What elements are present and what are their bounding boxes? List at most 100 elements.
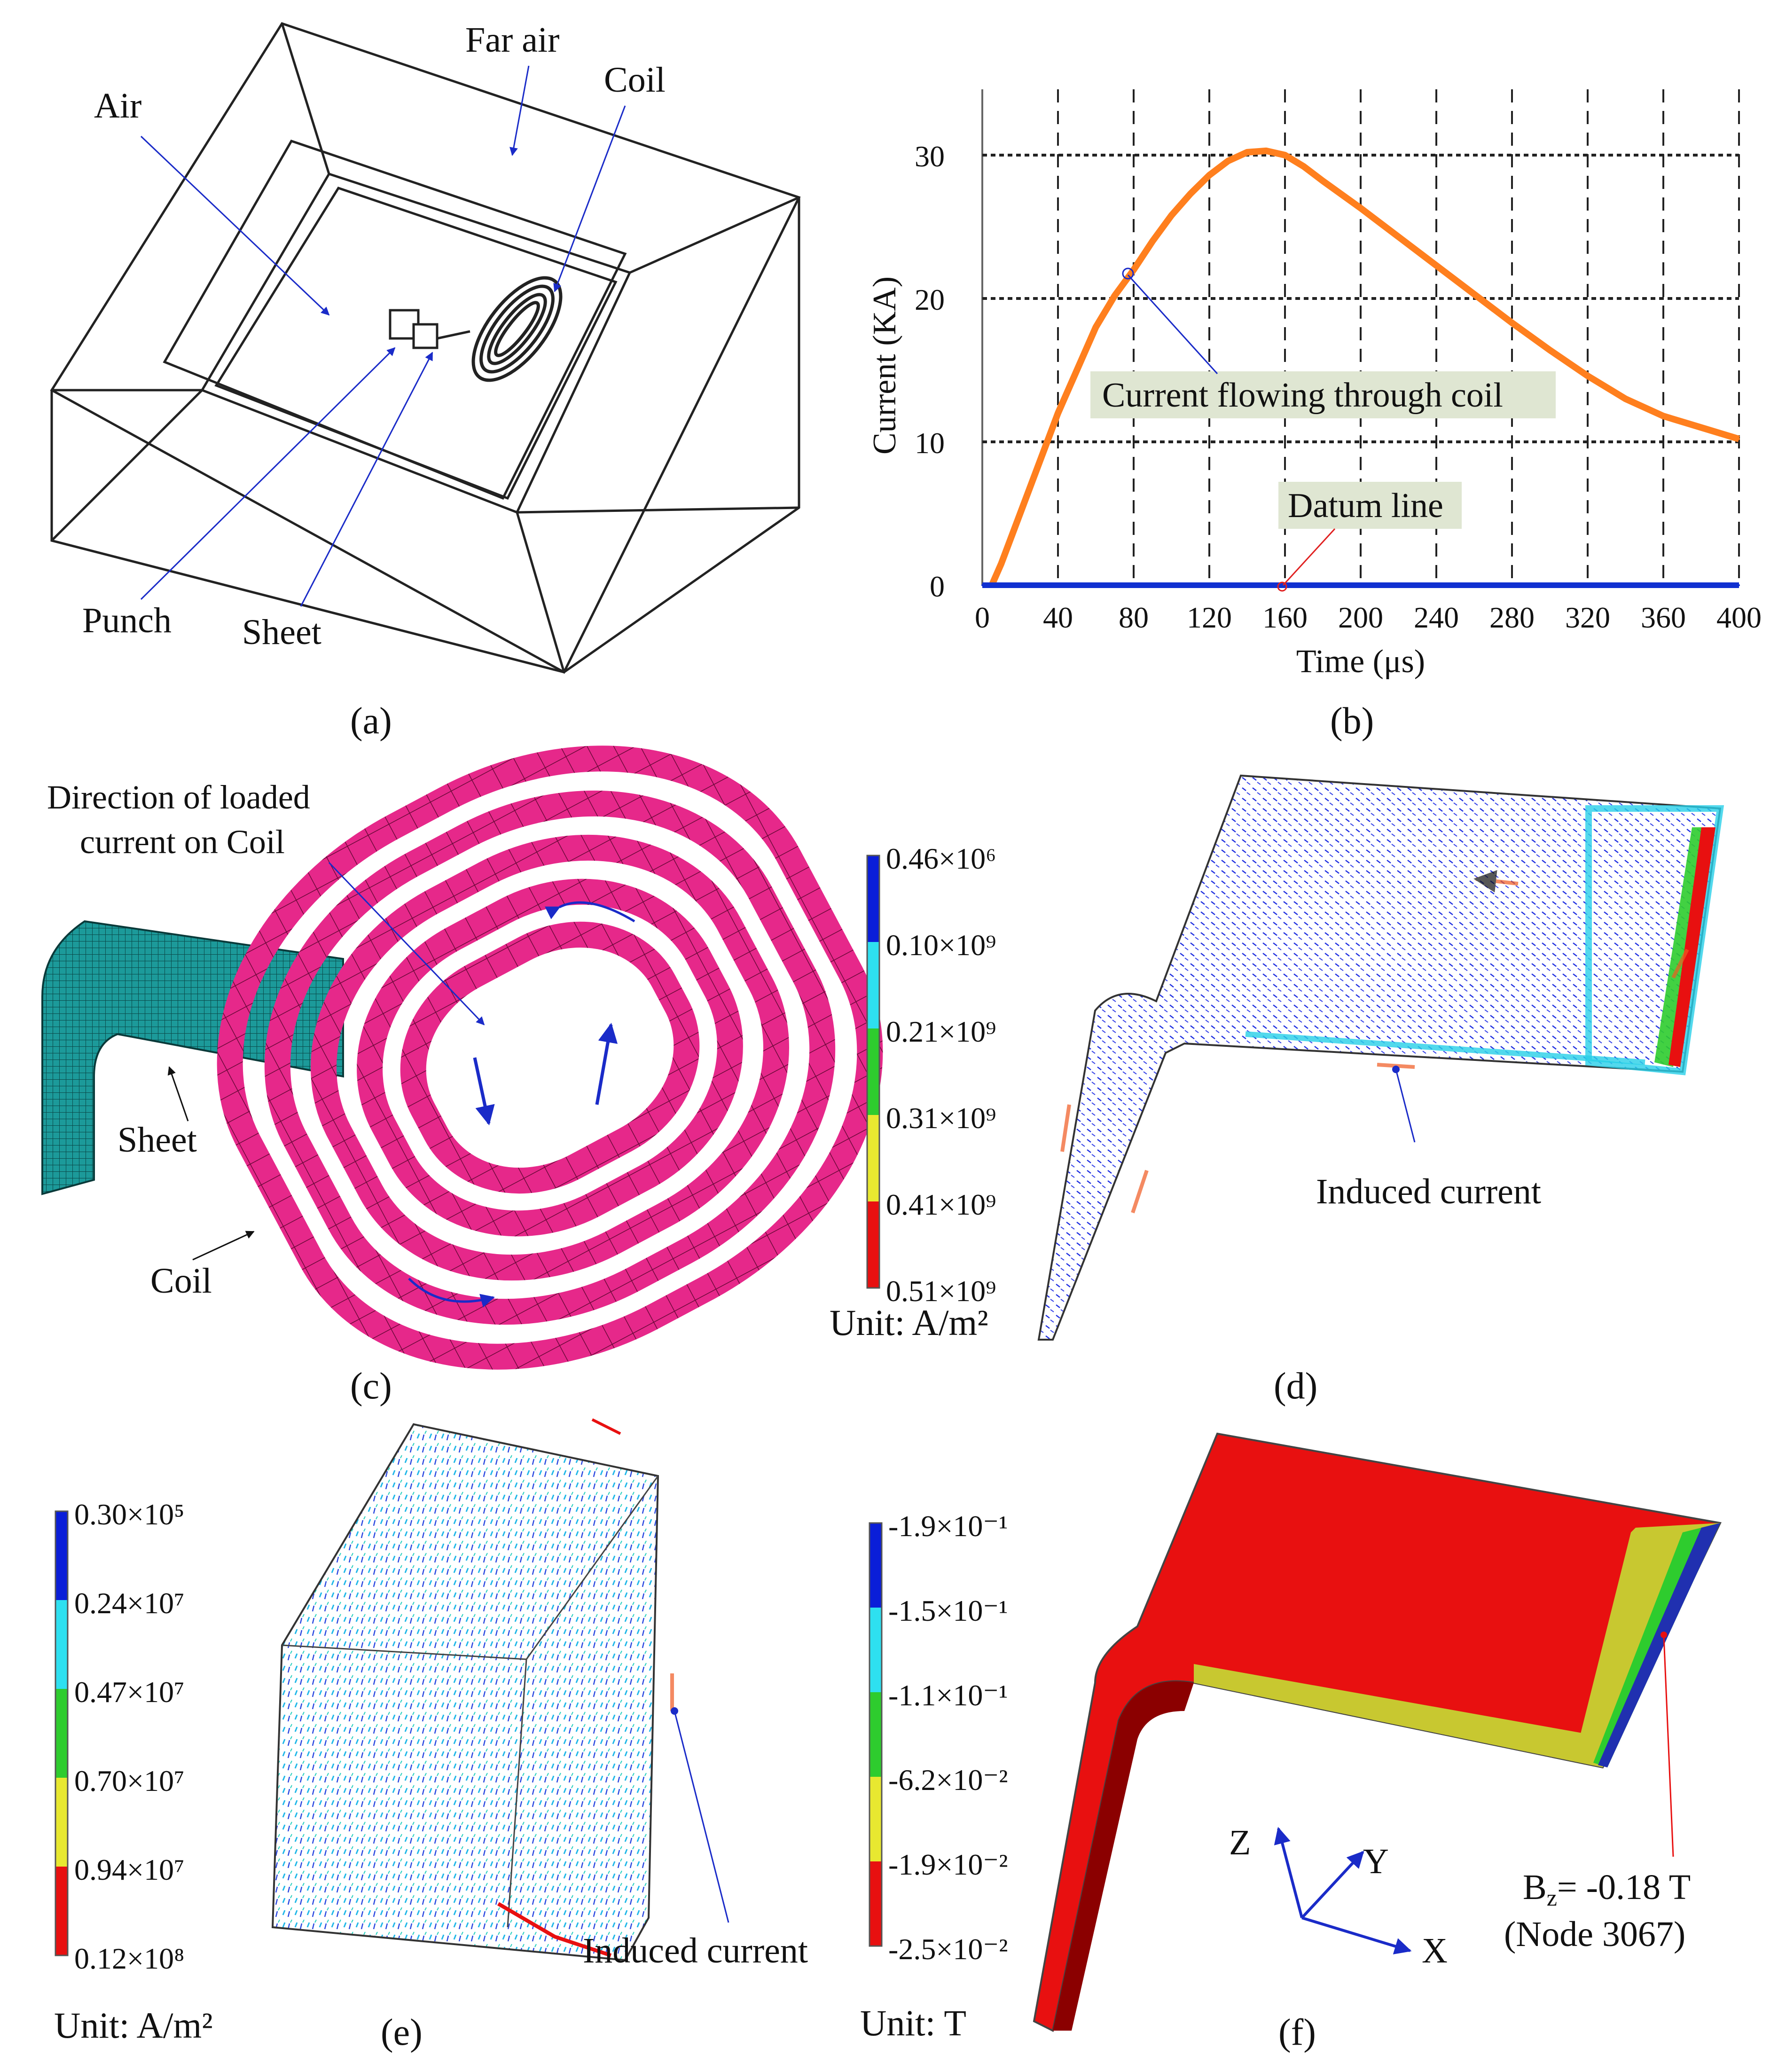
data-point [1700, 426, 1702, 429]
legend-label: -1.9×10⁻² [888, 1848, 1008, 1881]
legend-label: 0.51×10⁹ [886, 1274, 996, 1308]
data-point [1227, 160, 1230, 162]
y-tick-label: 0 [930, 570, 945, 603]
label-punch: Punch [82, 601, 172, 640]
legend-f: -1.9×10⁻¹ -1.5×10⁻¹ -1.1×10⁻¹ -6.2×10⁻² -1.9… [869, 1509, 1008, 1966]
sheet-current-field [1037, 774, 1722, 1341]
label-node: (Node 3067) [1504, 1915, 1685, 1954]
x-tick-label: 40 [1043, 601, 1073, 634]
data-point [1208, 174, 1210, 176]
legend-color-band [870, 1523, 882, 1608]
data-point [1473, 293, 1475, 295]
legend-color-band [867, 1028, 879, 1115]
legend-color-band [870, 1777, 882, 1861]
legend-label: -6.2×10⁻² [888, 1763, 1008, 1797]
label-coil-c: Coil [150, 1261, 212, 1301]
series-line [988, 147, 1740, 587]
label-induced-d: Induced current [1316, 1172, 1541, 1211]
air-box-top [163, 139, 627, 500]
data-point [1587, 375, 1589, 377]
label-far-air: Far air [465, 20, 559, 60]
legend-color-band [55, 1778, 68, 1867]
legend-label: 0.21×10⁹ [886, 1015, 996, 1048]
data-point [1511, 322, 1513, 324]
x-tick-label: 360 [1641, 601, 1686, 634]
panel-a-callouts: Far air Coil Air Punch Sheet (a) [82, 20, 666, 742]
data-point [1303, 165, 1305, 168]
legend-frame [55, 1510, 69, 1956]
coil-shape [471, 276, 563, 382]
label-direction-1: Direction of loaded [47, 778, 310, 816]
panel-b-annotations: Current flowing through coil Datum line … [1090, 267, 1556, 742]
data-point [1435, 264, 1437, 267]
punch-current-field [271, 1423, 659, 1962]
label-direction-2: current on Coil [80, 823, 285, 861]
label-induced-e: Induced current [583, 1931, 808, 1970]
legend-label: 0.10×10⁹ [886, 928, 996, 962]
unit-e: Unit: A/m² [54, 2005, 213, 2046]
panel-c-label: (c) [350, 1366, 392, 1407]
data-point [1170, 214, 1173, 217]
panel-c: Direction of loaded current on Coil Shee… [41, 746, 883, 1407]
label-sheet-a: Sheet [242, 612, 321, 652]
x-tick-label: 400 [1716, 601, 1762, 634]
legend-label: 0.31×10⁹ [886, 1101, 996, 1135]
data-point [1284, 154, 1286, 156]
y-tick-label: 30 [915, 140, 945, 173]
x-tick-label: 320 [1565, 601, 1610, 634]
data-point [1113, 294, 1116, 297]
legend-label: 0.30×10⁵ [74, 1498, 184, 1531]
legend-color-band [870, 1608, 882, 1692]
panel-d-label: (d) [1274, 1366, 1317, 1407]
panel-a-label: (a) [350, 700, 392, 742]
legend-label: 0.41×10⁹ [886, 1188, 996, 1221]
data-point [1000, 563, 1003, 565]
legend-color-band [55, 1511, 68, 1600]
legend-label: -2.5×10⁻² [888, 1932, 1008, 1966]
legend-frame [866, 855, 880, 1289]
legend-label: 0.46×10⁶ [886, 842, 996, 875]
panel-f-label: (f) [1278, 2012, 1316, 2053]
data-point [1076, 369, 1078, 371]
legend-label: 0.70×10⁷ [74, 1764, 184, 1797]
data-point [1738, 438, 1740, 440]
legend-label: 0.94×10⁷ [74, 1853, 184, 1886]
panel-e: 0.30×10⁵ 0.24×10⁷ 0.47×10⁷ 0.70×10⁷ 0.94×10⁷… [54, 1418, 808, 2053]
data-point [1189, 193, 1191, 195]
panel-b-chart: 0 40 80 120 160 200 240 280 320 360 400 0 10 20 30 Time… [867, 89, 1762, 680]
axis-y-label: Y [1363, 1842, 1389, 1881]
data-point [1662, 415, 1664, 417]
sheet-shape [412, 323, 439, 349]
x-tick-label: 200 [1338, 601, 1383, 634]
label-coil-a: Coil [604, 60, 666, 100]
panel-b-label: (b) [1330, 700, 1374, 742]
x-tick-label: 280 [1489, 601, 1535, 634]
label-bz: Bz= -0.18 T [1523, 1868, 1691, 1911]
unit-d: Unit: A/m² [830, 1302, 988, 1343]
data-point [1322, 180, 1324, 182]
legend-color-band [55, 1600, 68, 1689]
x-tick-label: 80 [1119, 601, 1149, 634]
legend-color-band [867, 942, 879, 1028]
label-air: Air [94, 86, 141, 126]
data-point [1133, 269, 1135, 271]
legend-color-band [55, 1867, 68, 1955]
panel-e-label: (e) [381, 2012, 423, 2053]
x-tick-label: 240 [1414, 601, 1459, 634]
legend-color-band [867, 1201, 879, 1288]
data-point [1624, 398, 1627, 400]
legend-frame [869, 1522, 883, 1947]
legend-d: 0.46×10⁶ 0.10×10⁹ 0.21×10⁹ 0.31×10⁹ 0.41×10⁹… [866, 842, 996, 1308]
legend-label: -1.9×10⁻¹ [888, 1509, 1008, 1543]
legend-color-band [867, 1115, 879, 1201]
unit-f: Unit: T [860, 2002, 966, 2043]
x-tick-label: 120 [1187, 601, 1232, 634]
y-tick-label: 10 [915, 426, 945, 460]
data-point [1019, 512, 1021, 515]
legend-color-band [870, 1861, 882, 1946]
annotation-datum-box [1278, 482, 1462, 529]
data-point [1038, 462, 1040, 464]
legend-label: -1.5×10⁻¹ [888, 1594, 1008, 1627]
data-point [981, 584, 983, 586]
data-point [1265, 149, 1267, 152]
